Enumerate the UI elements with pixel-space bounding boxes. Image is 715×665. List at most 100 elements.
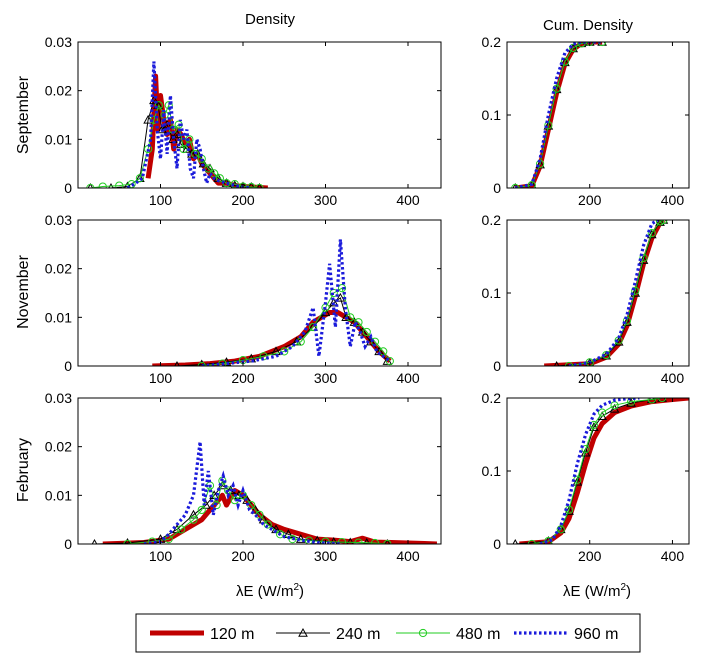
axes-frame: [77, 41, 442, 189]
legend-item-120m: 120 m: [150, 626, 254, 643]
axes-frame: [77, 219, 442, 367]
series-120m-line: [152, 310, 392, 366]
series-480m-line: [568, 220, 664, 366]
point-480m: [556, 525, 565, 534]
x-tick-label: 200: [231, 370, 255, 386]
point-480m: [135, 174, 144, 183]
col-title-cum-density: Cum. Density: [543, 17, 634, 34]
axes-frame: [77, 397, 442, 545]
point-240m: [123, 181, 132, 188]
x-tick-label: 200: [578, 548, 602, 564]
y-tick-label: 0.03: [45, 390, 72, 406]
point-480m: [631, 286, 640, 295]
series-960m-line: [514, 42, 603, 188]
series-120m-line: [514, 42, 603, 188]
series-960m-line: [201, 239, 391, 366]
point-480m: [321, 537, 330, 544]
point-480m: [115, 181, 124, 188]
point-480m: [527, 539, 536, 544]
point-480m: [659, 220, 668, 225]
point-240m: [188, 509, 199, 519]
point-480m: [527, 180, 536, 188]
point-480m: [337, 537, 347, 544]
panel-february-cumulative: 0 0.1 0.2 200 400: [482, 390, 690, 564]
legend-marker-480m: [418, 628, 428, 638]
y-tick-label: 0.1: [482, 107, 502, 123]
x-tick-label: 200: [578, 370, 602, 386]
axes-frame: [506, 219, 690, 367]
series-group: [544, 220, 669, 366]
xlabel-cum-density: λE (W/m2): [563, 582, 631, 600]
point-480m: [598, 408, 607, 417]
col-title-density: Density: [245, 11, 296, 28]
x-tick-label: 200: [578, 192, 602, 208]
point-480m: [639, 253, 648, 263]
point-480m: [123, 539, 132, 544]
series-480m-line: [531, 398, 663, 544]
point-480m: [383, 539, 392, 544]
x-tick-label: 400: [661, 370, 685, 386]
series-480m-line: [515, 42, 603, 188]
series-960m-line: [539, 398, 640, 544]
point-240m: [221, 357, 232, 366]
axes-frame: [506, 41, 690, 189]
point-480m: [552, 84, 561, 93]
series-group: [91, 441, 438, 544]
y-tick-label: 0.02: [45, 439, 72, 455]
panel-november-density: 0 0.01 0.02 0.03 100 200 300 400: [45, 212, 442, 386]
point-480m: [362, 327, 371, 337]
y-tick-label: 0: [493, 358, 501, 374]
row-title-september: September: [15, 75, 32, 154]
x-tick-label: 300: [314, 548, 338, 564]
x-tick-label: 200: [231, 192, 255, 208]
y-tick-label: 0.01: [45, 487, 72, 503]
y-tick-label: 0: [64, 536, 72, 552]
series-group: [511, 42, 607, 188]
point-480m: [560, 57, 570, 66]
series-group: [512, 398, 689, 544]
series-240m-line: [176, 297, 388, 366]
row-title-february: February: [15, 438, 32, 502]
point-240m: [335, 292, 346, 302]
legend-item-960m: 960 m: [514, 626, 618, 643]
point-480m: [354, 318, 363, 327]
y-tick-label: 0.02: [45, 261, 72, 277]
series-240m-line: [556, 220, 664, 366]
y-tick-label: 0.2: [482, 390, 502, 406]
point-240m: [328, 297, 339, 307]
legend-item-480m: 480 m: [396, 626, 500, 643]
point-240m: [630, 287, 641, 297]
y-tick-label: 0.02: [45, 83, 72, 99]
legend-marker-240m: [298, 627, 308, 637]
xlabel-density: λE (W/m2): [236, 582, 304, 600]
point-480m: [98, 182, 107, 188]
point-480m: [385, 357, 394, 366]
point-480m: [354, 538, 363, 544]
legend-label-960m: 960 m: [574, 626, 618, 643]
panel-september-density: 0 0.01 0.02 0.03 100 200 300 400: [45, 34, 442, 208]
point-240m: [250, 504, 261, 514]
series-120m-line: [102, 488, 438, 544]
point-480m: [280, 347, 289, 356]
point-480m: [581, 445, 590, 454]
point-480m: [197, 505, 206, 515]
y-tick-label: 0: [64, 358, 72, 374]
series-960m-line: [143, 441, 343, 544]
x-tick-label: 100: [149, 192, 173, 208]
legend-label-120m: 120 m: [210, 626, 254, 643]
y-tick-label: 0.01: [45, 309, 72, 325]
point-480m: [185, 135, 194, 144]
point-480m: [647, 229, 656, 238]
point-480m: [177, 525, 186, 534]
point-480m: [647, 398, 656, 404]
y-tick-label: 0.01: [45, 131, 72, 147]
panel-february-density: 0 0.01 0.02 0.03 100 200 300 400: [45, 390, 442, 564]
point-240m: [589, 422, 599, 431]
panel-september-cumulative: 0 0.1 0.2 200 400: [482, 34, 690, 208]
point-240m: [198, 158, 209, 168]
point-240m: [124, 537, 131, 544]
y-tick-label: 0.1: [482, 463, 502, 479]
point-240m: [626, 398, 636, 407]
y-tick-label: 0.2: [482, 34, 502, 50]
point-480m: [154, 101, 163, 110]
